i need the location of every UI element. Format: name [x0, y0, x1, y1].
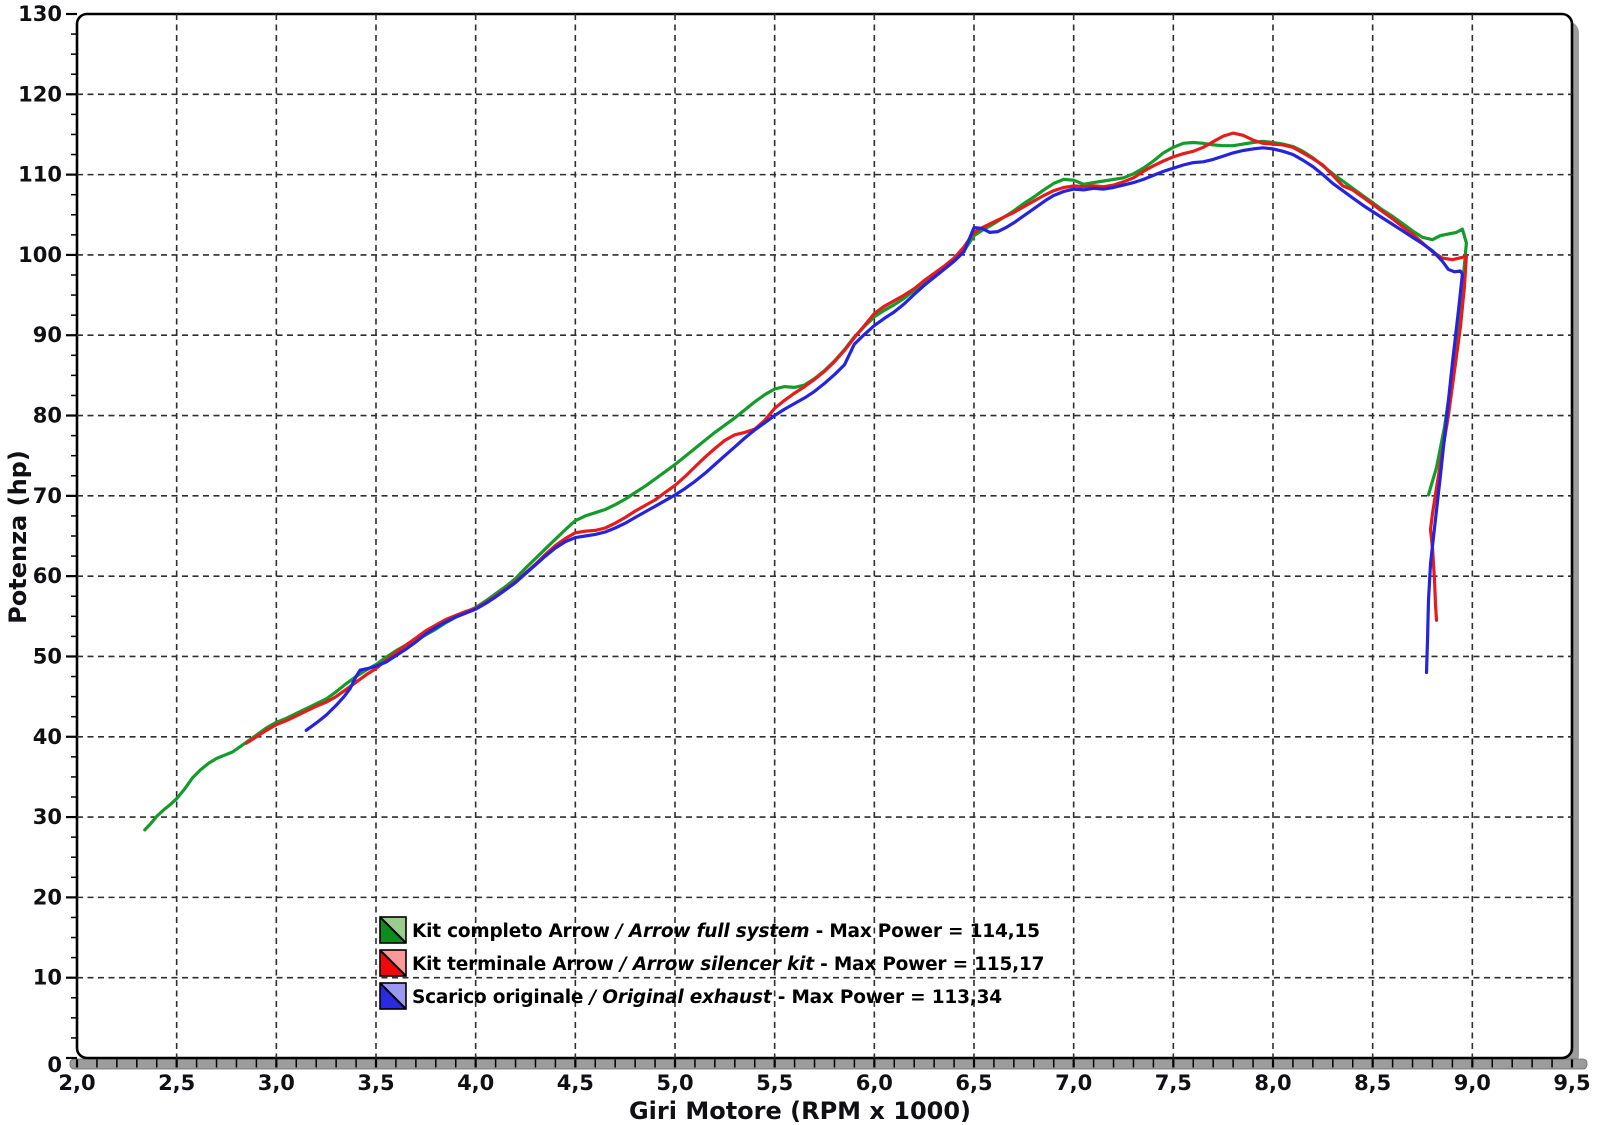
svg-text:6,5: 6,5 — [955, 1071, 992, 1095]
svg-text:4,0: 4,0 — [457, 1071, 494, 1095]
svg-text:130: 130 — [18, 2, 62, 26]
x-axis-ticks — [75, 1059, 1574, 1068]
svg-text:10: 10 — [33, 966, 62, 990]
svg-text:100: 100 — [18, 243, 62, 267]
gridlines — [77, 14, 1572, 1058]
svg-text:8,5: 8,5 — [1354, 1071, 1391, 1095]
svg-text:110: 110 — [18, 163, 62, 187]
svg-text:9,5: 9,5 — [1553, 1071, 1590, 1095]
y-axis-ticks — [66, 12, 77, 1060]
legend: Kit completo Arrow / Arrow full system -… — [379, 916, 1045, 1010]
svg-text:120: 120 — [18, 82, 62, 106]
svg-text:8,0: 8,0 — [1254, 1071, 1291, 1095]
svg-text:30: 30 — [33, 805, 62, 829]
svg-text:50: 50 — [33, 644, 62, 668]
svg-text:7,0: 7,0 — [1055, 1071, 1092, 1095]
svg-text:20: 20 — [33, 885, 62, 909]
series-line-original-exhaust — [304, 146, 1465, 732]
plot-frame — [75, 12, 1574, 1060]
svg-text:2,5: 2,5 — [158, 1071, 195, 1095]
svg-text:90: 90 — [33, 323, 62, 347]
svg-text:2,0: 2,0 — [58, 1071, 95, 1095]
svg-text:3,0: 3,0 — [258, 1071, 295, 1095]
legend-item-arrow-full-system: Kit completo Arrow / Arrow full system -… — [379, 916, 1040, 944]
svg-text:80: 80 — [33, 404, 62, 428]
legend-label: Scarico originale / Original exhaust - M… — [412, 987, 1002, 1008]
x-axis-title: Giri Motore (RPM x 1000) — [629, 1097, 971, 1125]
svg-text:70: 70 — [33, 484, 62, 508]
svg-text:60: 60 — [33, 564, 62, 588]
y-axis-title: Potenza (hp) — [4, 450, 32, 624]
svg-text:7,5: 7,5 — [1155, 1071, 1192, 1095]
x-axis-bar — [69, 1058, 1588, 1070]
svg-text:5,5: 5,5 — [756, 1071, 793, 1095]
svg-text:9,0: 9,0 — [1454, 1071, 1491, 1095]
svg-text:5,0: 5,0 — [656, 1071, 693, 1095]
svg-text:3,5: 3,5 — [357, 1071, 394, 1095]
svg-text:4,5: 4,5 — [557, 1071, 594, 1095]
x-axis-labels: 2,0 2,5 3,0 3,5 4,0 4,5 5,0 5,5 6,0 6,5 7,0 7,5 8,0 8… — [58, 1071, 1590, 1095]
legend-item-arrow-silencer-kit: Kit terminale Arrow / Arrow silencer kit… — [379, 949, 1045, 977]
legend-label: Kit terminale Arrow / Arrow silencer kit… — [412, 954, 1044, 975]
y-axis-labels: 0 10 20 30 40 50 60 70 80 90 100 110 120 130 — [18, 2, 62, 1077]
svg-text:40: 40 — [33, 725, 62, 749]
svg-text:6,0: 6,0 — [856, 1071, 893, 1095]
legend-label: Kit completo Arrow / Arrow full system -… — [412, 921, 1040, 942]
svg-text:0: 0 — [47, 1053, 62, 1077]
legend-item-original-exhaust: Scarico originale / Original exhaust - M… — [379, 982, 1002, 1010]
